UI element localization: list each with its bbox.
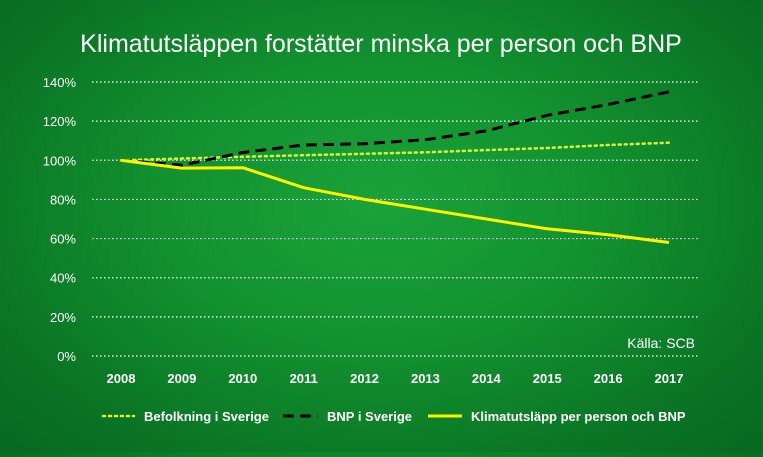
- y-tick-label: 120%: [43, 114, 77, 129]
- x-axis-ticks: 2008 2009 2010 2011 2012 2013 2014 2015 2016 2017: [107, 371, 684, 386]
- legend-label: Befolkning i Sverige: [144, 409, 269, 424]
- x-tick-label: 2011: [290, 371, 318, 386]
- y-tick-label: 20%: [50, 310, 76, 325]
- y-tick-label: 40%: [50, 271, 76, 286]
- y-tick-label: 100%: [43, 153, 77, 168]
- legend-label: BNP i Sverige: [327, 409, 412, 424]
- y-tick-label: 140%: [43, 75, 77, 90]
- legend-label: Klimatutsläpp per person och BNP: [471, 409, 686, 424]
- y-tick-label: 60%: [50, 232, 76, 247]
- x-tick-label: 2012: [350, 371, 379, 386]
- series-line: [120, 90, 670, 167]
- series-line: [120, 158, 670, 244]
- chart-title: Klimatutsläppen forstätter minska per pe…: [80, 30, 682, 58]
- x-tick-label: 2010: [228, 371, 257, 386]
- x-tick-label: 2017: [655, 371, 684, 386]
- y-tick-label: 0%: [57, 349, 76, 364]
- series-lines: [119, 90, 671, 244]
- source-label: Källa: SCB: [627, 335, 695, 351]
- grid-lines: [92, 81, 700, 357]
- legend: Befolkning i Sverige BNP i Sverige Klimatu…: [101, 409, 686, 424]
- x-tick-label: 2014: [472, 371, 502, 386]
- y-axis-ticks: 0% 20% 40% 60% 80% 100% 120% 140%: [43, 75, 77, 364]
- x-tick-label: 2013: [411, 371, 440, 386]
- x-tick-label: 2009: [167, 371, 196, 386]
- x-tick-label: 2016: [594, 371, 623, 386]
- y-tick-label: 80%: [50, 192, 76, 207]
- series-line: [119, 141, 671, 162]
- x-tick-label: 2008: [107, 371, 136, 386]
- x-tick-label: 2015: [533, 371, 562, 386]
